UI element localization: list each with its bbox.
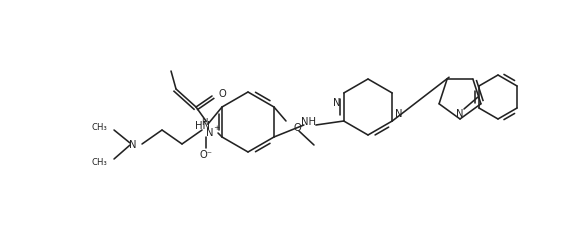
- Text: N: N: [129, 139, 136, 149]
- Text: CH₃: CH₃: [91, 158, 107, 167]
- Text: N: N: [333, 97, 341, 108]
- Text: N: N: [456, 109, 464, 119]
- Text: N: N: [206, 128, 214, 137]
- Text: HN: HN: [195, 121, 210, 131]
- Text: N: N: [395, 109, 403, 119]
- Text: O⁻: O⁻: [200, 149, 212, 159]
- Text: NH: NH: [301, 116, 316, 126]
- Text: O: O: [218, 89, 226, 99]
- Text: +: +: [213, 125, 219, 131]
- Text: CH₃: CH₃: [91, 122, 107, 131]
- Text: H: H: [201, 118, 207, 127]
- Text: O: O: [294, 122, 302, 132]
